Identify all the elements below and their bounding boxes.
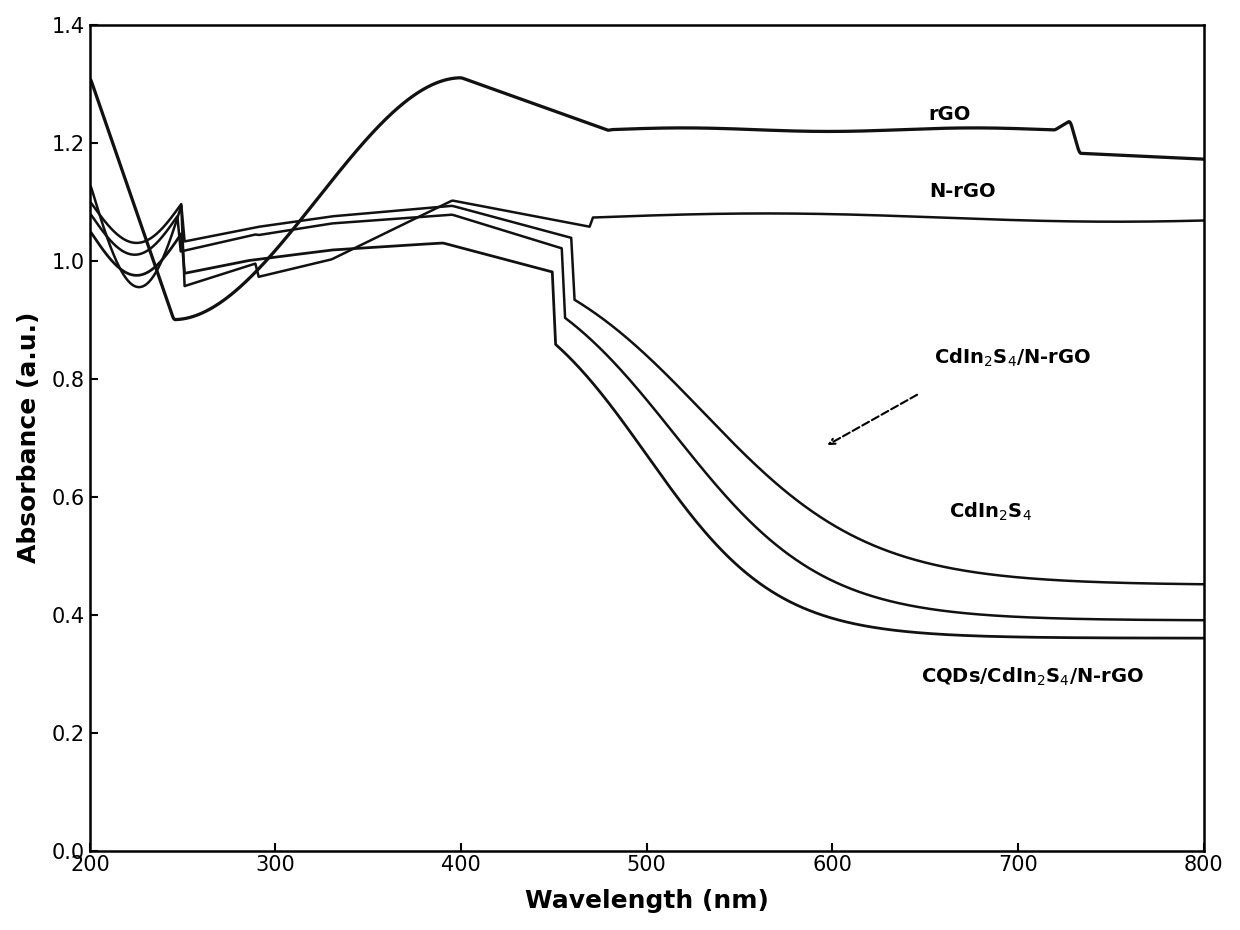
X-axis label: Wavelength (nm): Wavelength (nm): [525, 889, 769, 913]
Text: CdIn$_2$S$_4$/N-rGO: CdIn$_2$S$_4$/N-rGO: [935, 347, 1091, 369]
Text: rGO: rGO: [929, 105, 971, 124]
Text: CQDs/CdIn$_2$S$_4$/N-rGO: CQDs/CdIn$_2$S$_4$/N-rGO: [921, 665, 1145, 687]
Y-axis label: Absorbance (a.u.): Absorbance (a.u.): [16, 312, 41, 564]
Text: CdIn$_2$S$_4$: CdIn$_2$S$_4$: [950, 500, 1032, 523]
Text: N-rGO: N-rGO: [929, 181, 996, 201]
